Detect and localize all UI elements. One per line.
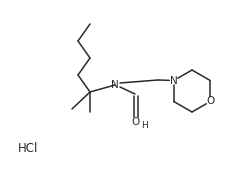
Text: N: N xyxy=(111,80,118,90)
Text: O: O xyxy=(131,117,140,127)
Text: H: H xyxy=(140,121,147,131)
Text: HCl: HCl xyxy=(18,142,38,155)
Text: O: O xyxy=(205,96,213,107)
Text: N: N xyxy=(169,75,177,86)
